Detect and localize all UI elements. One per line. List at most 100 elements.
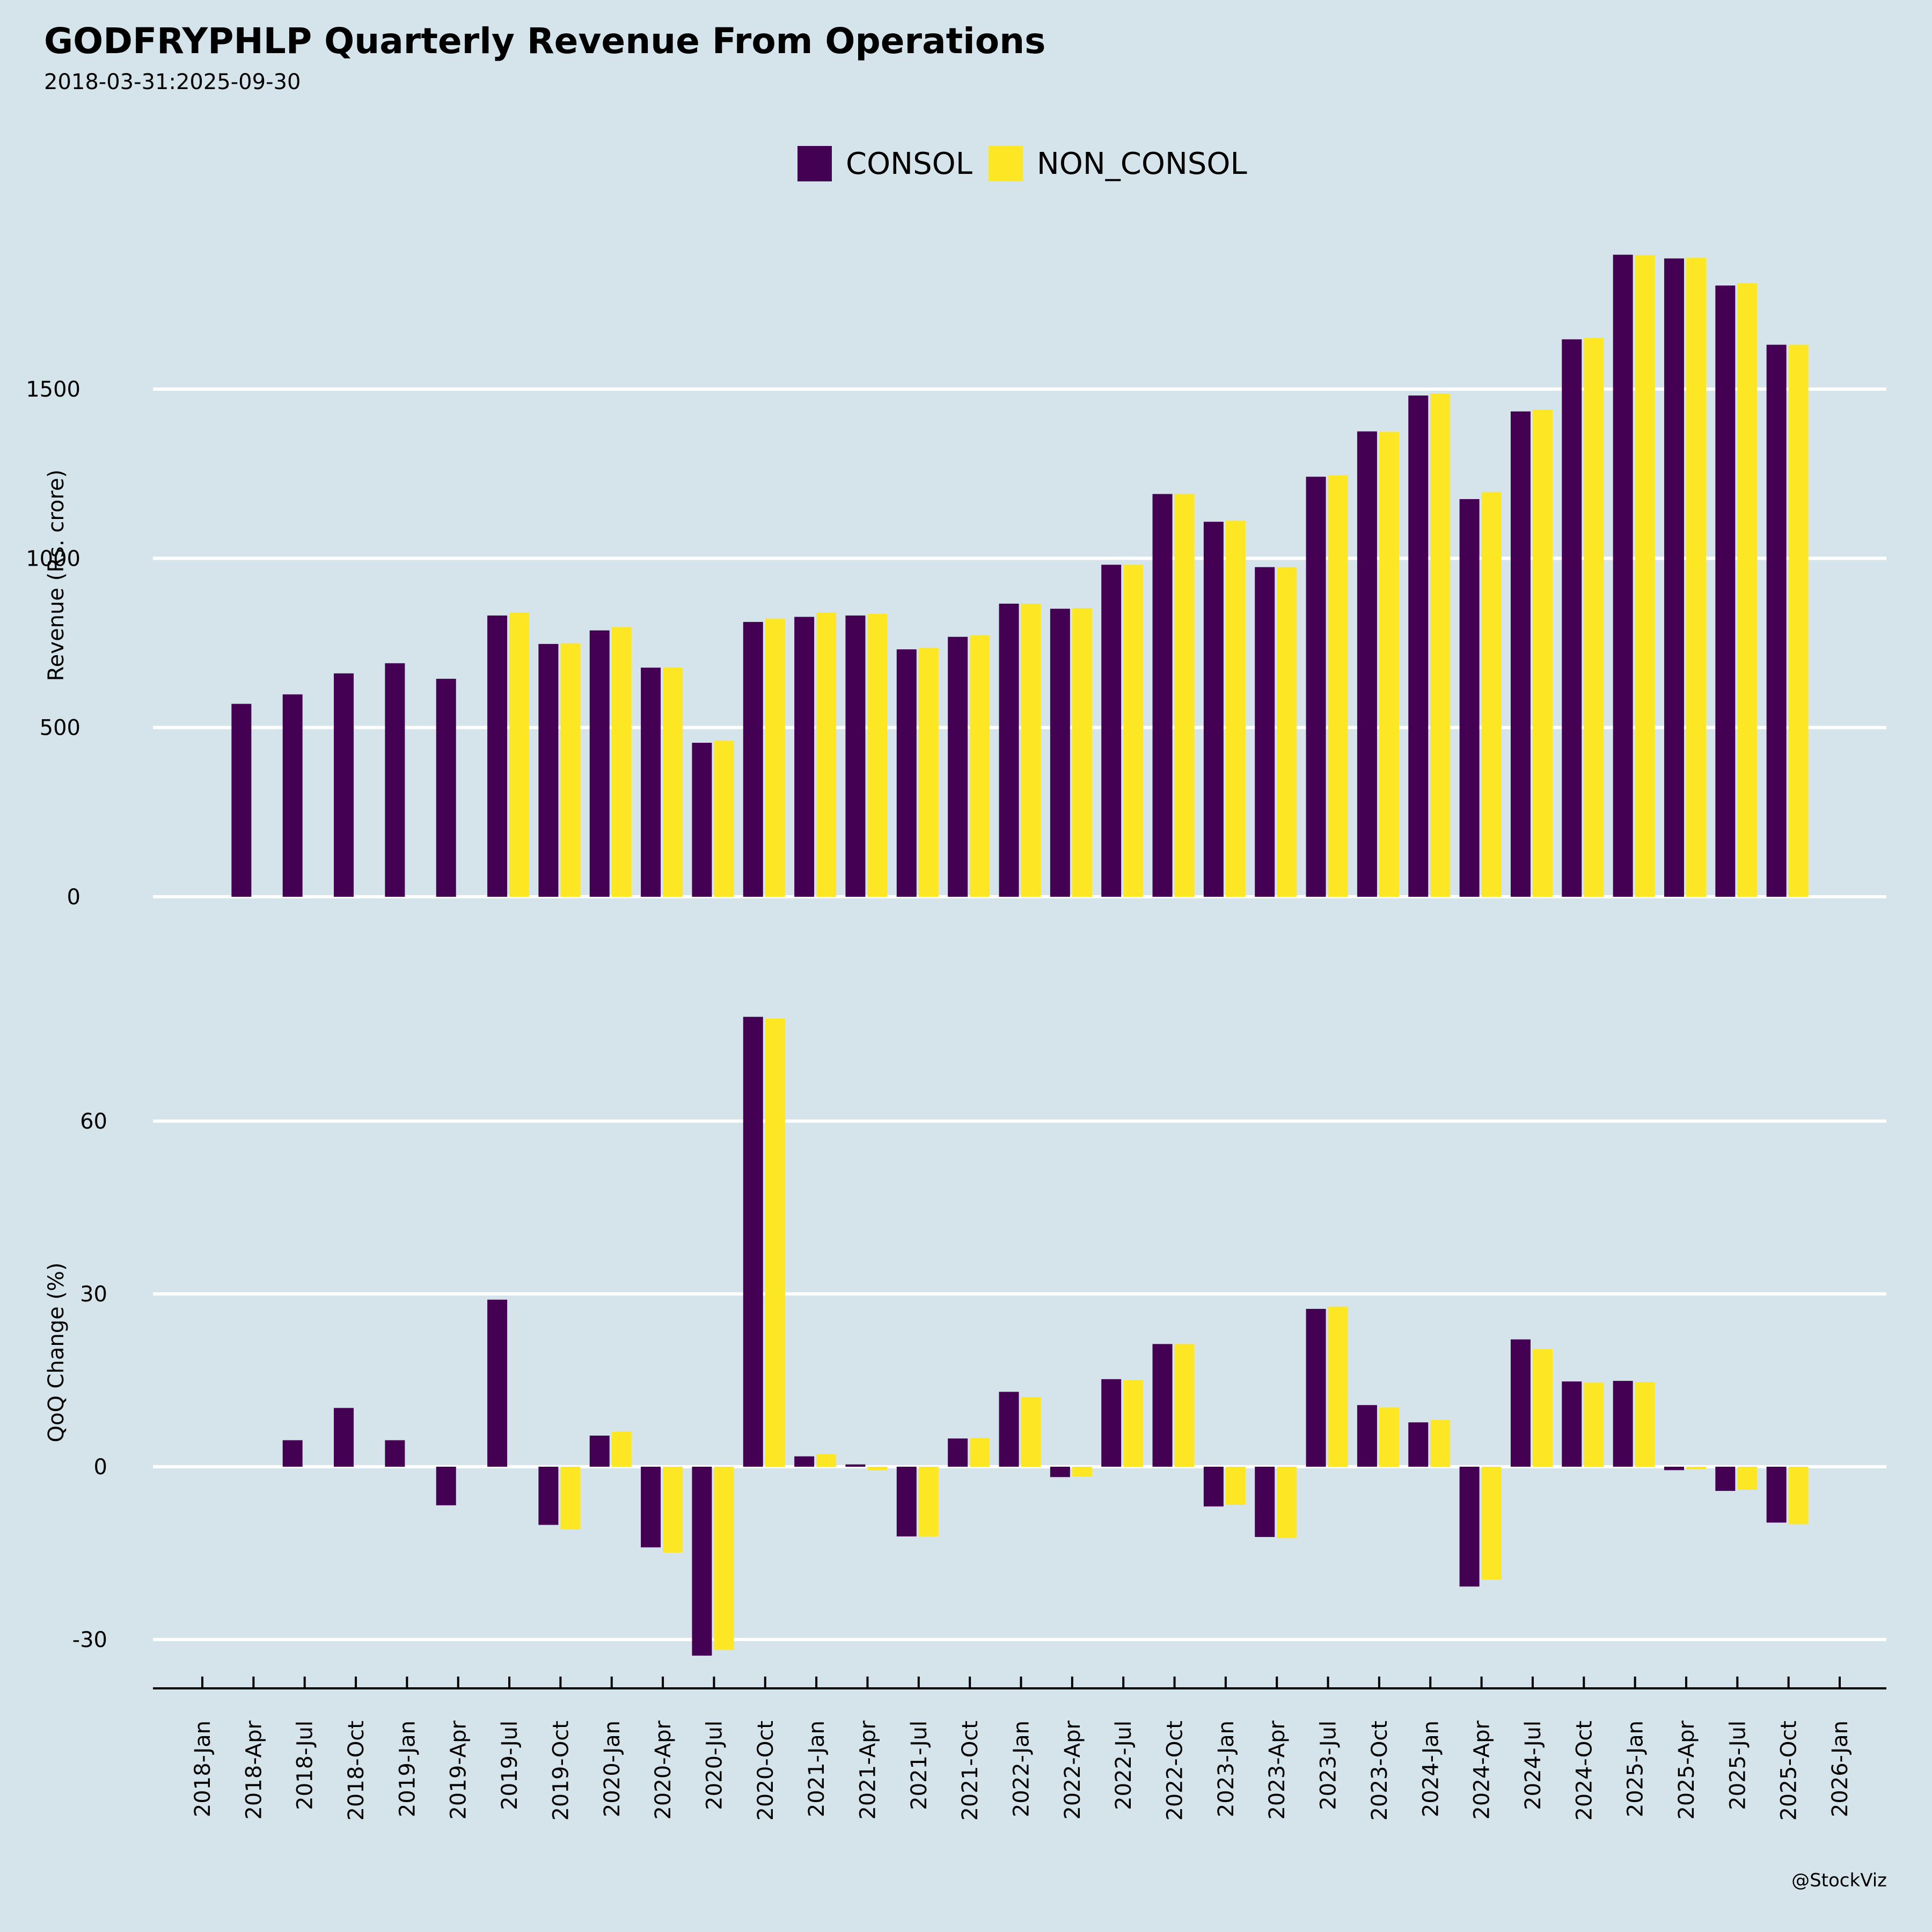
x-tick-label: 2022-Apr [1060, 1720, 1085, 1819]
qoq-bar-consol [1101, 1379, 1122, 1467]
qoq-bar-consol [1152, 1344, 1173, 1467]
revenue-bar-non-consol [1635, 255, 1655, 897]
revenue-bar-non-consol [1481, 492, 1502, 897]
qoq-bar-consol [999, 1392, 1019, 1467]
y-tick-label-revenue: 1000 [26, 546, 80, 571]
qoq-bar-consol [1766, 1467, 1787, 1523]
qoq-bar-consol [282, 1440, 303, 1467]
qoq-bar-consol [1510, 1339, 1531, 1467]
revenue-bar-consol [487, 615, 508, 897]
revenue-bar-consol [1664, 258, 1684, 897]
qoq-bar-consol [845, 1464, 866, 1467]
revenue-bar-consol [1613, 254, 1633, 897]
qoq-bar-consol [1715, 1467, 1736, 1491]
qoq-bar-consol [1203, 1467, 1224, 1507]
qoq-bar-non-consol [560, 1467, 581, 1529]
y-tick-label-qoq: 60 [80, 1109, 107, 1134]
qoq-bar-non-consol [1072, 1467, 1092, 1477]
x-tick-label: 2018-Jan [191, 1721, 215, 1817]
x-tick-label: 2021-Apr [855, 1720, 880, 1819]
y-axis-title-revenue: Revenue (Rs. crore) [44, 470, 69, 681]
revenue-bar-consol [1510, 411, 1531, 897]
qoq-bar-non-consol [1123, 1380, 1144, 1467]
qoq-bar-non-consol [1532, 1349, 1553, 1467]
qoq-bar-consol [743, 1016, 763, 1467]
revenue-panel: 0 500 1000 1500 Revenue (Rs. crore) [26, 254, 1886, 910]
qoq-bar-consol [1408, 1422, 1429, 1467]
revenue-bar-consol [1715, 286, 1736, 897]
x-tick-label: 2018-Jul [293, 1721, 318, 1810]
qoq-bar-consol [385, 1440, 405, 1467]
x-tick-label: 2026-Jan [1828, 1721, 1853, 1817]
revenue-bar-consol [743, 621, 763, 897]
revenue-bar-consol [385, 663, 405, 897]
y-tick-label-qoq: 0 [94, 1455, 107, 1480]
x-tick-label: 2023-Jan [1214, 1721, 1239, 1817]
revenue-bar-consol [1562, 339, 1582, 897]
x-tick-label: 2025-Jan [1623, 1721, 1648, 1817]
y-tick-label-revenue: 500 [40, 716, 80, 741]
qoq-bar-consol [538, 1467, 559, 1525]
qoq-bar-consol [1357, 1405, 1377, 1467]
revenue-bar-non-consol [1277, 567, 1297, 897]
x-tick-label: 2021-Oct [958, 1721, 983, 1821]
revenue-bar-non-consol [1686, 258, 1706, 897]
revenue-bar-non-consol [1021, 603, 1041, 897]
qoq-bar-consol [896, 1467, 917, 1536]
revenue-bar-consol [334, 673, 354, 897]
x-tick-label: 2023-Apr [1265, 1720, 1290, 1819]
revenue-bar-consol [794, 617, 815, 897]
x-tick-label: 2020-Jan [600, 1721, 625, 1817]
revenue-bar-consol [692, 743, 712, 897]
qoq-bar-non-consol [1277, 1467, 1297, 1539]
qoq-bar-consol [794, 1456, 815, 1467]
qoq-bar-non-consol [1225, 1467, 1246, 1505]
qoq-bar-consol [692, 1467, 712, 1656]
x-tick-label: 2025-Apr [1674, 1720, 1699, 1819]
x-tick-label: 2020-Apr [651, 1720, 676, 1819]
watermark: @StockViz [1791, 1870, 1887, 1891]
revenue-bar-non-consol [509, 612, 530, 897]
revenue-bar-consol [538, 643, 559, 897]
revenue-bar-consol [1203, 522, 1224, 897]
revenue-bar-non-consol [867, 613, 888, 897]
qoq-panel: -30 0 30 60 QoQ Change (%) [44, 1016, 1886, 1656]
legend-label-consol: CONSOL [846, 146, 972, 181]
x-tick-label: 2018-Apr [241, 1720, 266, 1819]
y-tick-label-revenue: 0 [67, 885, 80, 910]
revenue-bar-consol [1050, 609, 1070, 897]
qoq-bar-consol [436, 1467, 456, 1505]
qoq-bar-consol [1306, 1308, 1326, 1467]
x-tick-label: 2020-Jul [702, 1721, 727, 1810]
x-tick-label: 2024-Oct [1572, 1721, 1597, 1821]
qoq-bar-consol [948, 1438, 968, 1467]
x-tick-label: 2022-Jul [1111, 1721, 1136, 1810]
revenue-bar-non-consol [970, 635, 990, 897]
revenue-bar-non-consol [1379, 431, 1399, 897]
revenue-bar-consol [1408, 395, 1429, 897]
chart-subtitle: 2018-03-31:2025-09-30 [44, 70, 301, 94]
revenue-bar-non-consol [816, 612, 837, 897]
x-tick-label: 2024-Jan [1418, 1721, 1443, 1817]
qoq-bar-non-consol [765, 1018, 785, 1467]
revenue-bar-non-consol [1123, 565, 1144, 897]
y-tick-label-qoq: 30 [80, 1282, 107, 1307]
revenue-bar-consol [1306, 477, 1326, 897]
revenue-bar-consol [1766, 345, 1787, 897]
revenue-bar-non-consol [1788, 345, 1809, 897]
qoq-bar-non-consol [714, 1467, 734, 1650]
qoq-bar-consol [1664, 1467, 1684, 1470]
revenue-bar-non-consol [1430, 393, 1451, 897]
qoq-bar-consol [1613, 1381, 1633, 1467]
x-tick-label: 2021-Jul [907, 1721, 932, 1810]
chart-title: GODFRYPHLP Quarterly Revenue From Operat… [44, 20, 1046, 62]
revenue-bar-consol [948, 636, 968, 897]
x-tick-label: 2024-Jul [1521, 1721, 1546, 1810]
revenue-bar-consol [1101, 565, 1122, 897]
qoq-bar-non-consol [867, 1467, 888, 1470]
qoq-bar-consol [1459, 1467, 1480, 1587]
x-tick-label: 2021-Jan [804, 1721, 829, 1817]
qoq-bar-non-consol [663, 1467, 683, 1553]
revenue-bar-non-consol [1737, 283, 1758, 897]
x-tick-label: 2023-Jul [1316, 1721, 1341, 1810]
